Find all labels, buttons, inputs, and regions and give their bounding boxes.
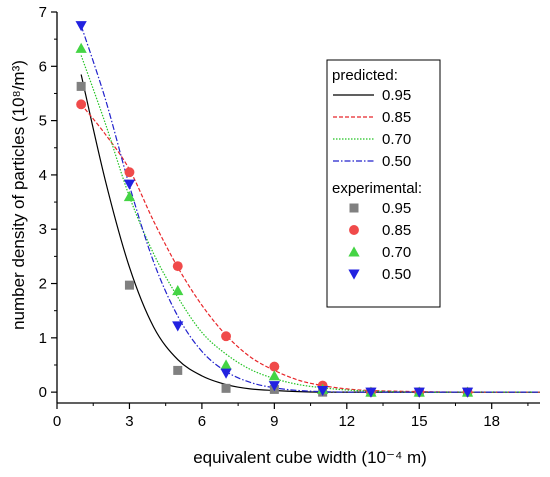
data-point bbox=[124, 167, 135, 178]
legend-label: 0.50 bbox=[382, 153, 411, 170]
y-tick-label: 1 bbox=[39, 330, 47, 347]
data-point bbox=[413, 387, 425, 398]
legend-label: 0.50 bbox=[382, 266, 411, 283]
legend-label: 0.85 bbox=[382, 109, 411, 126]
legend-marker-0-70 bbox=[348, 246, 360, 257]
predicted-line-0-95 bbox=[80, 74, 540, 393]
legend-label: 0.85 bbox=[382, 222, 411, 239]
x-tick-label: 0 bbox=[53, 413, 61, 430]
data-point bbox=[268, 370, 280, 381]
x-tick-label: 15 bbox=[411, 413, 428, 430]
data-point bbox=[75, 21, 87, 32]
y-tick-label: 0 bbox=[39, 384, 47, 401]
data-point bbox=[123, 179, 136, 190]
legend-heading-predicted: predicted: bbox=[332, 67, 398, 84]
data-point bbox=[220, 368, 232, 379]
legend-heading-experimental: experimental: bbox=[332, 180, 422, 197]
legend-marker-0-50 bbox=[348, 269, 360, 280]
legend-label: 0.70 bbox=[382, 244, 411, 261]
data-point bbox=[269, 361, 280, 372]
y-tick-label: 5 bbox=[39, 113, 47, 130]
legend-label: 0.70 bbox=[382, 131, 411, 148]
legend-marker-0-85 bbox=[349, 225, 359, 235]
x-tick-label: 9 bbox=[270, 413, 278, 430]
data-point bbox=[76, 99, 87, 110]
y-tick-label: 7 bbox=[39, 4, 47, 21]
predicted-line-0-50 bbox=[80, 25, 540, 393]
y-tick-label: 4 bbox=[39, 167, 47, 184]
x-tick-label: 6 bbox=[198, 413, 206, 430]
legend-label: 0.95 bbox=[382, 87, 411, 104]
x-axis-label: equivalent cube width (10⁻⁴ m) bbox=[193, 448, 427, 467]
data-point bbox=[172, 284, 184, 296]
data-point bbox=[172, 321, 184, 332]
data-point bbox=[75, 42, 87, 53]
data-point bbox=[76, 81, 86, 91]
data-point bbox=[220, 359, 232, 370]
data-point bbox=[173, 365, 183, 375]
data-point bbox=[365, 387, 377, 398]
data-point bbox=[268, 381, 280, 392]
predicted-line-0-85 bbox=[80, 103, 541, 393]
x-tick-label: 18 bbox=[483, 413, 500, 430]
predicted-line-0-70 bbox=[80, 55, 540, 393]
legend-marker-0-95 bbox=[349, 203, 359, 213]
y-axis-label: number density of particles (10⁸/m³) bbox=[9, 60, 28, 330]
x-tick-label: 12 bbox=[338, 413, 355, 430]
y-tick-label: 3 bbox=[39, 221, 47, 238]
data-point bbox=[221, 383, 231, 393]
data-point bbox=[124, 280, 134, 290]
y-tick-label: 6 bbox=[39, 58, 47, 75]
x-tick-label: 3 bbox=[125, 413, 133, 430]
legend-label: 0.95 bbox=[382, 200, 411, 217]
data-point bbox=[172, 261, 183, 272]
legend: predicted: 0.95 0.85 0.70 0.50 experimental: 0… bbox=[326, 59, 441, 308]
plot-area bbox=[75, 21, 541, 398]
legend-box bbox=[326, 59, 441, 308]
experimental-series-0-50 bbox=[75, 21, 474, 398]
data-point bbox=[461, 387, 474, 398]
data-point bbox=[317, 386, 329, 397]
data-point bbox=[123, 191, 136, 202]
data-point bbox=[221, 331, 231, 342]
y-tick-label: 2 bbox=[39, 276, 47, 293]
